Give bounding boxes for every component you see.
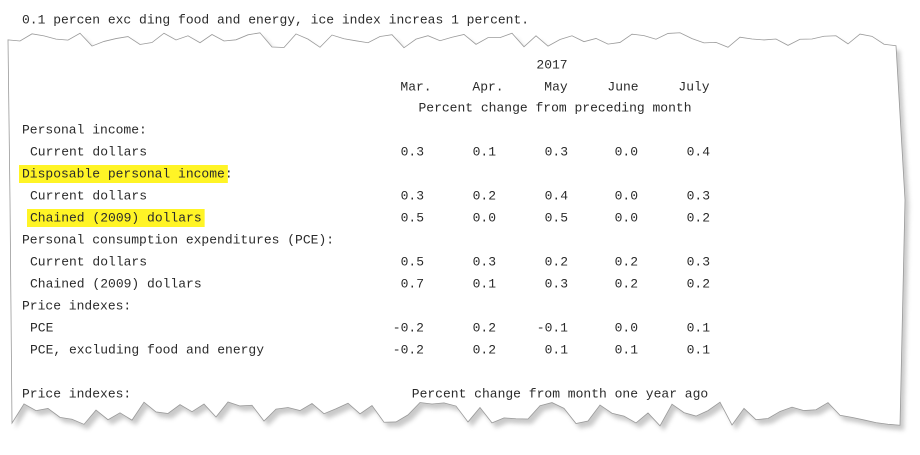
row-label: Personal income: <box>22 122 147 137</box>
cell-value: 0.2 <box>615 276 638 291</box>
month-header: July <box>678 79 709 94</box>
cell-value: 0.3 <box>401 144 424 159</box>
release-table: 0.1 percen exc ding food and energy, ice… <box>19 12 710 401</box>
row-label: Price indexes: <box>22 298 131 313</box>
cell-value: 0.3 <box>545 144 568 159</box>
cell-value: 0.4 <box>687 144 711 159</box>
intro-text: 0.1 percen exc ding food and energy, ice… <box>22 12 529 27</box>
footer-label: Price indexes: <box>22 386 131 401</box>
cell-value: 0.1 <box>545 342 569 357</box>
cell-value: 0.1 <box>473 144 497 159</box>
row-label: Personal consumption expenditures (PCE): <box>22 232 334 247</box>
cell-value: 0.0 <box>615 144 638 159</box>
row-label: PCE <box>30 320 54 335</box>
highlight <box>27 209 205 227</box>
cell-value: 0.3 <box>401 188 424 203</box>
cell-value: -0.2 <box>393 342 424 357</box>
row-label: Chained (2009) dollars <box>30 276 202 291</box>
cell-value: 0.1 <box>687 320 711 335</box>
row-label: Current dollars <box>30 144 147 159</box>
cell-value: 0.1 <box>687 342 711 357</box>
cell-value: 0.5 <box>401 210 424 225</box>
cell-value: 0.1 <box>473 276 497 291</box>
cell-value: -0.2 <box>393 320 424 335</box>
torn-paper <box>7 32 909 431</box>
cell-value: 0.0 <box>473 210 496 225</box>
cell-value: 0.2 <box>687 210 710 225</box>
cell-value: 0.0 <box>615 188 638 203</box>
row-label: Current dollars <box>30 254 147 269</box>
row-label: PCE, excluding food and energy <box>30 342 264 357</box>
cell-value: 0.7 <box>401 276 424 291</box>
cell-value: 0.3 <box>687 254 710 269</box>
row-suffix: : <box>225 166 233 181</box>
cell-value: 0.5 <box>545 210 568 225</box>
cell-value: 0.1 <box>615 342 639 357</box>
cell-value: 0.2 <box>473 320 496 335</box>
cell-value: 0.2 <box>473 342 496 357</box>
month-header: May <box>544 79 568 94</box>
cell-value: 0.3 <box>545 276 568 291</box>
cell-value: 0.0 <box>615 210 638 225</box>
year: 2017 <box>536 57 567 72</box>
cell-value: 0.4 <box>545 188 569 203</box>
cell-value: 0.3 <box>473 254 496 269</box>
cell-value: 0.2 <box>615 254 638 269</box>
subtitle: Percent change from preceding month <box>418 100 691 115</box>
cell-value: 0.2 <box>473 188 496 203</box>
row-label: Disposable personal income <box>22 166 225 181</box>
footer-subtitle: Percent change from month one year ago <box>412 386 708 401</box>
month-header: Apr. <box>472 79 503 94</box>
paper <box>7 32 906 427</box>
cell-value: 0.3 <box>687 188 710 203</box>
cell-value: -0.1 <box>537 320 568 335</box>
cell-value: 0.2 <box>687 276 710 291</box>
cell-value: 0.0 <box>615 320 638 335</box>
month-header: June <box>607 79 638 94</box>
highlight <box>19 165 228 183</box>
month-header: Mar. <box>400 79 431 94</box>
row-label: Current dollars <box>30 188 147 203</box>
cell-value: 0.5 <box>401 254 424 269</box>
cell-value: 0.2 <box>545 254 568 269</box>
row-label: Chained (2009) dollars <box>30 210 202 225</box>
